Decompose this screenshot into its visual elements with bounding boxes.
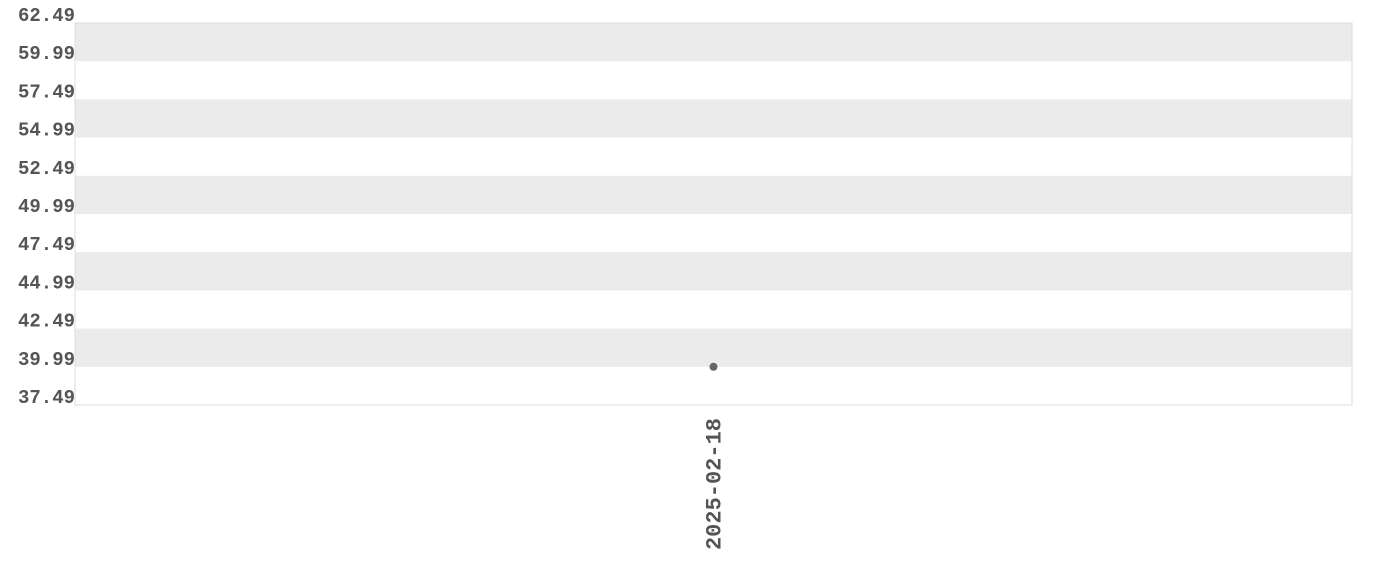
y-tick-label: 54.99	[18, 120, 75, 142]
y-tick-label: 59.99	[18, 43, 75, 65]
y-tick-label: 57.49	[18, 81, 75, 103]
grid-band	[75, 99, 1352, 138]
y-tick-label: 39.99	[18, 349, 75, 371]
y-tick-label: 37.49	[18, 387, 75, 409]
grid-band	[75, 175, 1352, 214]
plot-border	[74, 22, 1353, 406]
y-tick-label: 62.49	[18, 5, 75, 27]
y-tick-label: 44.99	[18, 272, 75, 294]
grid-band	[75, 252, 1352, 291]
grid-band	[75, 23, 1352, 62]
y-tick-label: 52.49	[18, 158, 75, 180]
y-tick-label: 42.49	[18, 311, 75, 333]
y-tick-label: 49.99	[18, 196, 75, 218]
point	[709, 362, 718, 371]
y-tick-label: 47.49	[18, 234, 75, 256]
grid-band	[75, 328, 1352, 367]
x-tick-label: 2025-02-18	[703, 418, 728, 550]
